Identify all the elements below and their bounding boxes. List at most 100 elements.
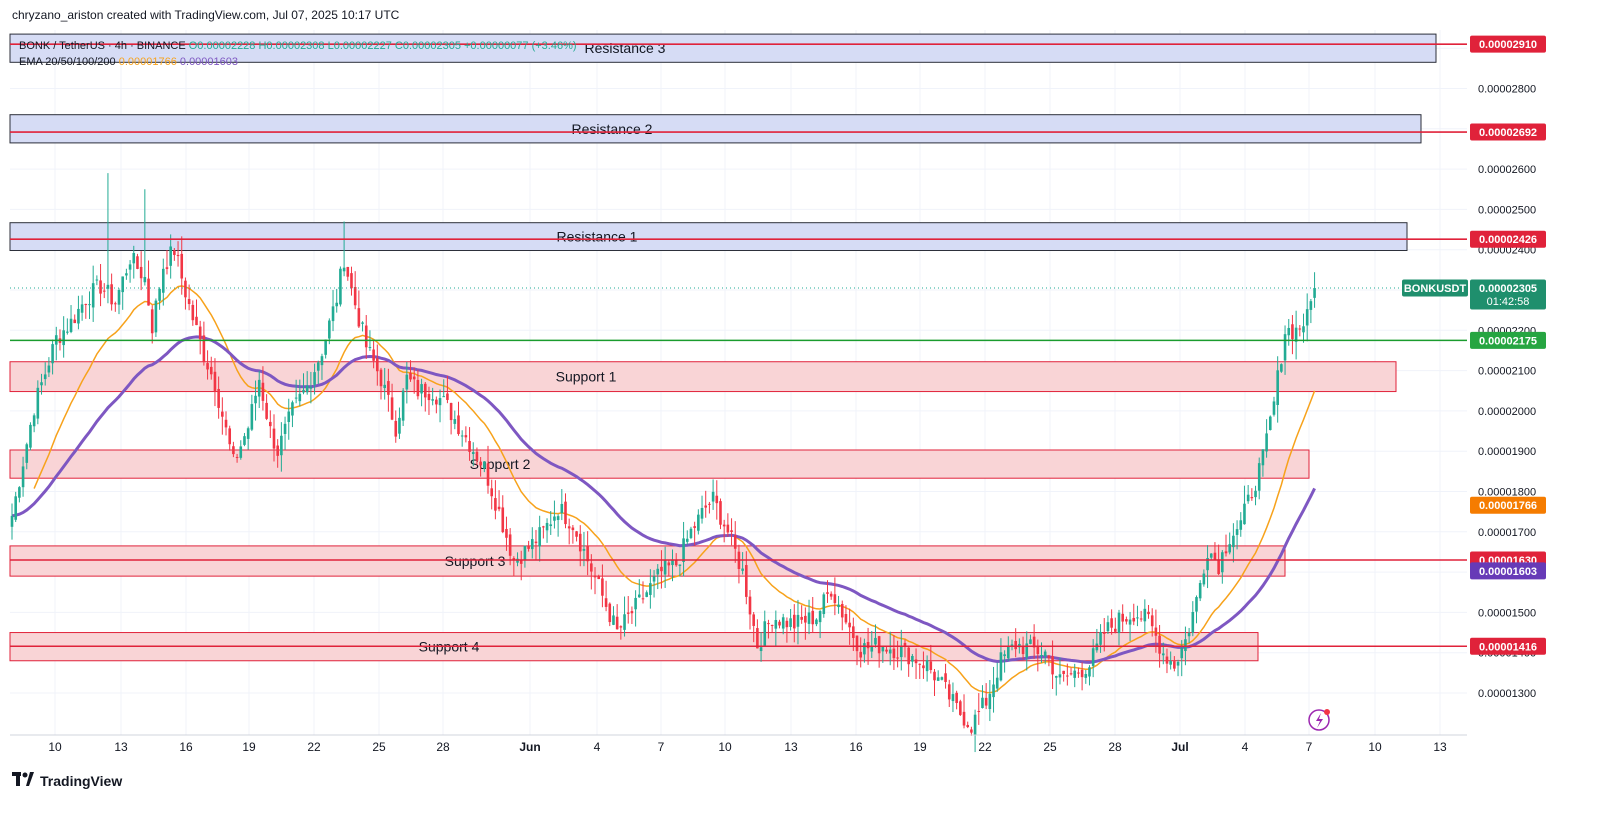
candle [652,570,656,598]
candle [1043,649,1047,665]
candle-body [357,308,361,327]
candle-body [180,253,184,279]
candle-body [885,649,888,652]
candle-body [198,326,202,340]
alert-icon[interactable] [1308,709,1330,731]
candle [176,241,180,267]
candle-body [283,423,287,434]
symbol-tag-bg [1402,279,1468,297]
candle-body [335,302,339,307]
candle [612,606,615,626]
candle-body [719,501,722,525]
candle-body [1117,612,1121,634]
candle-body [1213,552,1217,560]
candle-body [486,463,490,486]
candle-body [970,729,973,733]
candle [1246,485,1250,504]
candle-body [342,267,346,272]
candle-body [106,284,110,289]
candle [298,379,302,407]
candle-body [309,387,313,389]
x-tick-label: 7 [658,740,665,754]
candle [246,426,250,450]
candle-body [383,384,386,389]
candle-body [586,545,589,562]
candle-body [1287,327,1291,336]
zone-resistance-1 [9,222,1408,252]
candle [553,500,556,529]
candle [305,371,309,395]
candle [243,432,246,447]
candle-body [508,534,512,556]
candle [1213,542,1217,561]
candle-body [401,390,405,421]
candle-body [626,612,630,614]
x-tick-label: 13 [114,740,128,754]
candle [1114,617,1117,634]
candle [1313,272,1316,308]
candle [1235,520,1239,550]
candle [877,635,881,668]
candle-body [748,596,752,615]
candle [143,189,147,286]
x-tick-label: 25 [1043,740,1057,754]
candle-body [501,507,505,533]
y-tick-label: 0.00002000 [1478,406,1536,418]
price-label-text: 0.00002175 [1479,335,1537,347]
candle [874,624,877,648]
candle-body [409,372,412,380]
candle [29,422,32,451]
candle [748,589,752,630]
candle-body [859,651,862,658]
candle [804,607,807,640]
candle [136,253,139,270]
candle-body [497,506,501,510]
candle [91,265,95,322]
candle [376,344,379,386]
y-tick-label: 0.00001700 [1478,527,1536,539]
candle-body [1209,553,1213,558]
candle-body [420,384,423,394]
candle [438,389,442,423]
candle-body [999,652,1003,681]
candle-body [494,498,497,511]
candle-body [1191,612,1195,633]
candle [335,288,339,313]
x-tick-label: Jul [1171,740,1188,754]
candle [1298,324,1302,337]
candle [1029,634,1032,645]
candle [700,495,704,524]
candle-body [261,382,265,401]
candle [339,266,342,307]
candle-body [966,724,970,728]
candle-body [708,503,711,505]
candle [202,321,206,366]
candle-body [483,461,486,469]
candle [261,366,265,411]
candle [195,299,198,326]
candle-body [903,642,907,646]
candle-body [612,615,615,625]
candle [730,518,733,546]
price-label-text: 0.00001603 [1479,566,1537,578]
candle [128,260,132,283]
candle-body [435,399,438,405]
candle-body [324,339,327,355]
candle-body [944,673,947,682]
candle [999,638,1003,682]
candle-body [1114,628,1117,632]
candle [409,360,412,382]
candle-body [896,657,899,659]
candle-body [69,318,73,332]
candle [217,376,220,419]
candle-body [228,428,232,445]
price-label-bg [1470,562,1546,580]
tradingview-brand[interactable]: TradingView [12,772,122,789]
candle [232,441,235,458]
candle [903,639,907,658]
candle [1280,363,1283,373]
candle-body [527,545,530,549]
candle [1106,615,1110,635]
candle [1209,553,1213,561]
